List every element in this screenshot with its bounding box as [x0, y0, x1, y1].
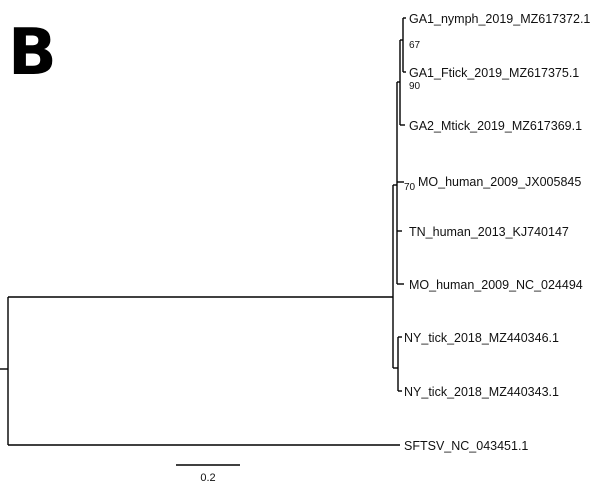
leaf-label: NY_tick_2018_MZ440346.1 — [404, 331, 559, 345]
leaf-label: GA1_Ftick_2019_MZ617375.1 — [409, 66, 579, 80]
leaf-label: TN_human_2013_KJ740147 — [409, 225, 569, 239]
leaf-label: MO_human_2009_JX005845 — [418, 175, 581, 189]
leaf-label: NY_tick_2018_MZ440343.1 — [404, 385, 559, 399]
panel-letter: B — [8, 16, 57, 90]
bootstrap-value: 67 — [409, 40, 421, 51]
bootstrap-value: 90 — [409, 81, 421, 92]
leaf-label: MO_human_2009_NC_024494 — [409, 278, 583, 292]
leaf-label: GA2_Mtick_2019_MZ617369.1 — [409, 119, 582, 133]
leaf-label: SFTSV_NC_043451.1 — [404, 439, 528, 453]
leaf-label: GA1_nymph_2019_MZ617372.1 — [409, 12, 590, 26]
scale-bar-label: 0.2 — [200, 472, 215, 484]
bootstrap-value: 70 — [404, 182, 416, 193]
